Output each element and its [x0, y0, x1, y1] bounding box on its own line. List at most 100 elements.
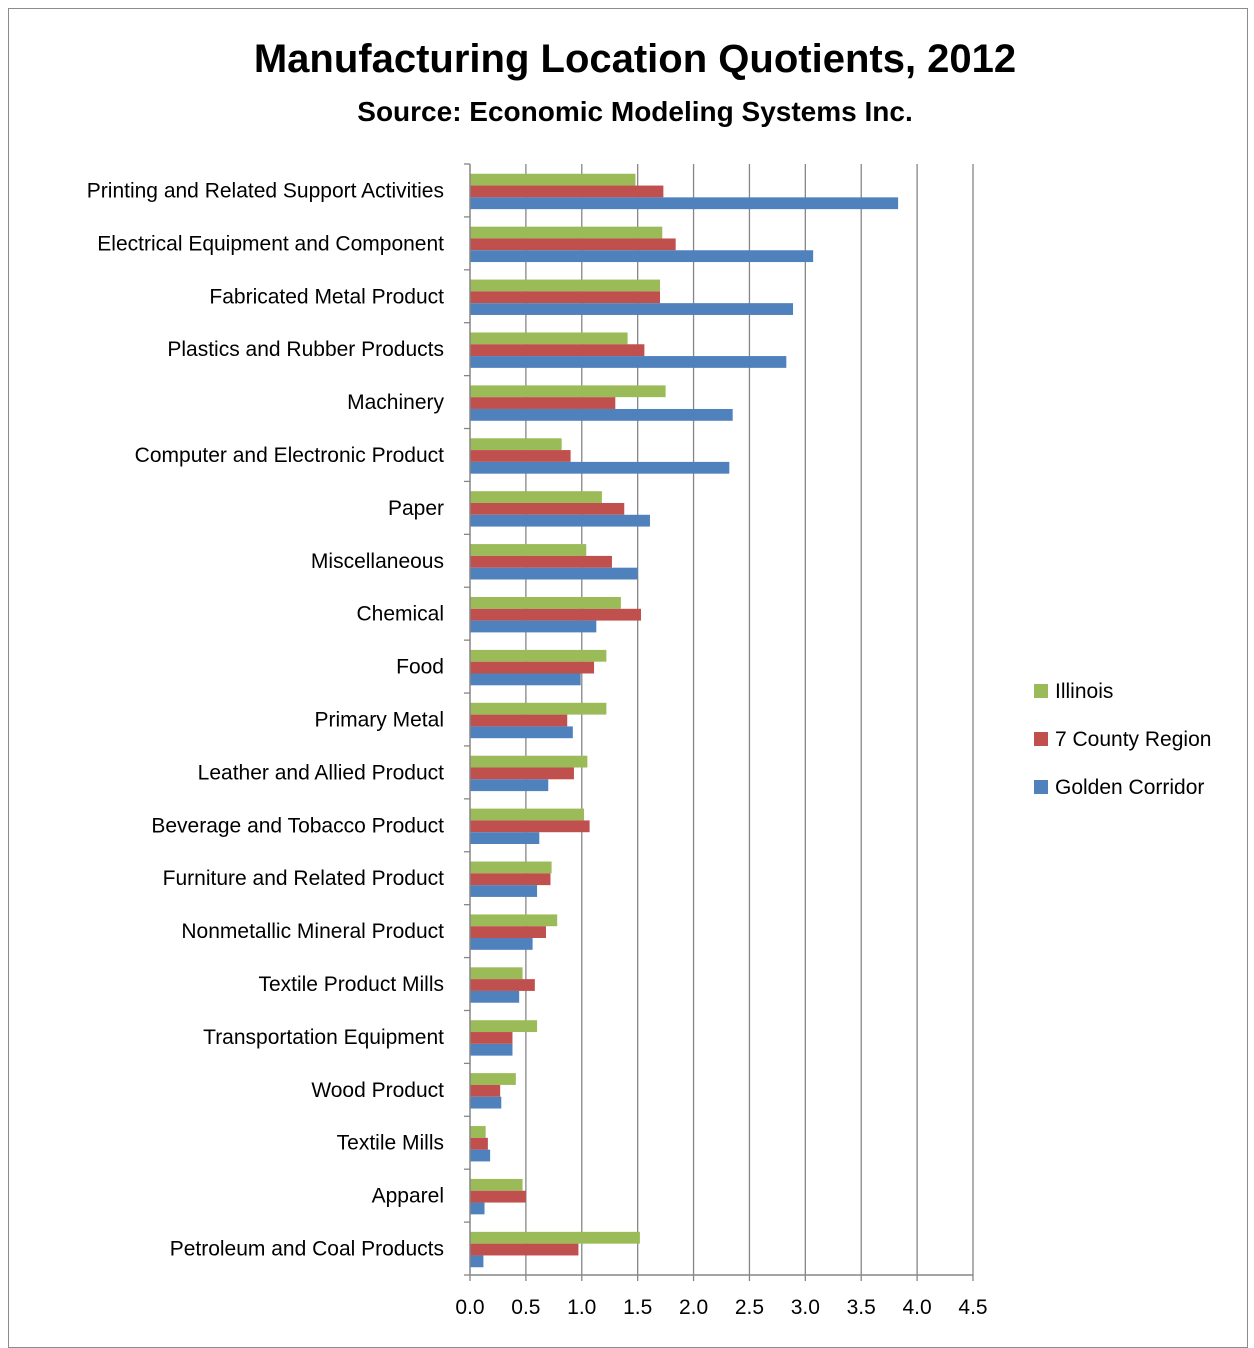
bar-7-county-region-nonmetallic-mineral-product [470, 926, 547, 939]
bar-golden-corridor-nonmetallic-mineral-product [470, 938, 533, 950]
category-label: Textile Mills [337, 1132, 444, 1155]
bar-7-county-region-electrical-equipment-and-component [470, 238, 676, 251]
bar-illinois-food [470, 649, 607, 662]
bar-golden-corridor-printing-and-related-support-activities [470, 197, 899, 210]
category-label: Apparel [372, 1185, 444, 1208]
bar-golden-corridor-transportation-equipment [470, 1043, 513, 1056]
bar-7-county-region-wood-product [470, 1084, 501, 1097]
bar-illinois-electrical-equipment-and-component [470, 226, 663, 239]
bar-golden-corridor-wood-product [470, 1096, 502, 1109]
bars [470, 173, 899, 1268]
bar-illinois-chemical [470, 596, 621, 609]
bar-illinois-miscellaneous [470, 544, 587, 556]
category-label: Beverage and Tobacco Product [151, 814, 444, 837]
legend-label-7-county-region: 7 County Region [1055, 728, 1211, 751]
bar-7-county-region-printing-and-related-support-activities [470, 185, 664, 198]
legend-label-golden-corridor: Golden Corridor [1055, 776, 1204, 799]
category-label: Printing and Related Support Activities [87, 179, 444, 202]
bar-golden-corridor-food [470, 673, 581, 686]
bar-illinois-machinery [470, 385, 666, 398]
bar-golden-corridor-fabricated-metal-product [470, 303, 794, 315]
bar-7-county-region-beverage-and-tobacco-product [470, 820, 590, 833]
bar-illinois-primary-metal [470, 702, 607, 715]
category-label: Chemical [356, 603, 444, 626]
bar-7-county-region-apparel [470, 1190, 526, 1203]
legend-swatch-illinois [1034, 684, 1048, 698]
legend-swatch-7-county-region [1034, 732, 1048, 746]
category-label: Furniture and Related Product [163, 867, 444, 890]
bar-7-county-region-leather-and-allied-product [470, 767, 574, 780]
axes [464, 163, 974, 1281]
bar-illinois-paper [470, 491, 602, 503]
category-label: Computer and Electronic Product [135, 444, 444, 467]
category-label: Miscellaneous [311, 550, 444, 573]
bar-golden-corridor-furniture-and-related-product [470, 885, 538, 897]
bar-illinois-textile-product-mills [470, 967, 523, 980]
bar-7-county-region-primary-metal [470, 714, 568, 727]
x-tick-label: 2.0 [679, 1296, 708, 1319]
category-label: Fabricated Metal Product [209, 285, 444, 308]
category-label: Leather and Allied Product [198, 761, 445, 784]
bar-illinois-plastics-and-rubber-products [470, 332, 628, 345]
bar-golden-corridor-petroleum-and-coal-products [470, 1255, 484, 1268]
bar-golden-corridor-apparel [470, 1202, 485, 1215]
category-label: Textile Product Mills [258, 973, 444, 996]
x-tick-label: 4.5 [958, 1296, 987, 1319]
bar-7-county-region-miscellaneous [470, 555, 612, 568]
bar-golden-corridor-plastics-and-rubber-products [470, 356, 787, 368]
legend-label-illinois: Illinois [1055, 680, 1113, 703]
x-tick-label: 2.5 [735, 1296, 764, 1319]
bar-illinois-furniture-and-related-product [470, 861, 552, 874]
x-tick-labels: 0.0 0.5 1.0 1.5 2.0 2.5 3.0 3.5 4.0 4.5 [455, 1296, 987, 1319]
bar-illinois-petroleum-and-coal-products [470, 1231, 640, 1244]
bar-7-county-region-fabricated-metal-product [470, 291, 661, 304]
x-tick-label: 1.5 [623, 1296, 652, 1319]
bar-golden-corridor-textile-mills [470, 1149, 491, 1162]
category-label: Plastics and Rubber Products [167, 338, 444, 361]
x-tick-label: 1.0 [567, 1296, 596, 1319]
bar-illinois-nonmetallic-mineral-product [470, 914, 558, 927]
bar-7-county-region-furniture-and-related-product [470, 873, 551, 886]
bar-7-county-region-chemical [470, 608, 642, 621]
bar-golden-corridor-electrical-equipment-and-component [470, 250, 814, 263]
category-label: Wood Product [311, 1079, 444, 1102]
bar-illinois-transportation-equipment [470, 1020, 538, 1033]
bar-7-county-region-plastics-and-rubber-products [470, 344, 645, 357]
legend-swatch-golden-corridor [1034, 780, 1048, 794]
bar-golden-corridor-beverage-and-tobacco-product [470, 832, 540, 845]
bar-7-county-region-food [470, 661, 595, 674]
bar-7-county-region-paper [470, 502, 625, 515]
bar-golden-corridor-paper [470, 514, 650, 527]
category-label: Paper [388, 497, 444, 520]
x-tick-label: 4.0 [903, 1296, 932, 1319]
chart-title: Manufacturing Location Quotients, 2012 [254, 37, 1016, 81]
bar-illinois-textile-mills [470, 1126, 486, 1138]
chart-subtitle: Source: Economic Modeling Systems Inc. [357, 96, 912, 127]
bar-golden-corridor-miscellaneous [470, 567, 638, 580]
x-tick-label: 3.0 [791, 1296, 820, 1319]
bar-7-county-region-transportation-equipment [470, 1032, 513, 1044]
category-label: Food [396, 656, 444, 679]
x-tick-label: 0.0 [455, 1296, 484, 1319]
bar-7-county-region-textile-product-mills [470, 979, 535, 991]
bar-golden-corridor-leather-and-allied-product [470, 779, 549, 792]
category-label: Electrical Equipment and Component [97, 232, 444, 255]
bar-7-county-region-computer-and-electronic-product [470, 450, 571, 462]
category-label: Nonmetallic Mineral Product [181, 920, 444, 943]
category-label: Transportation Equipment [203, 1026, 444, 1049]
bar-illinois-beverage-and-tobacco-product [470, 808, 585, 821]
bar-golden-corridor-textile-product-mills [470, 990, 520, 1003]
bar-illinois-printing-and-related-support-activities [470, 173, 636, 186]
bar-golden-corridor-machinery [470, 408, 733, 421]
bar-7-county-region-petroleum-and-coal-products [470, 1243, 579, 1256]
bar-golden-corridor-chemical [470, 620, 597, 633]
legend: Illinois 7 County Region Golden Corridor [1034, 680, 1211, 799]
x-tick-label: 3.5 [847, 1296, 876, 1319]
category-label: Petroleum and Coal Products [170, 1238, 444, 1261]
bar-golden-corridor-primary-metal [470, 726, 573, 739]
category-label: Primary Metal [314, 709, 444, 732]
bar-illinois-leather-and-allied-product [470, 755, 588, 768]
bar-illinois-wood-product [470, 1073, 516, 1085]
bar-7-county-region-textile-mills [470, 1137, 488, 1150]
